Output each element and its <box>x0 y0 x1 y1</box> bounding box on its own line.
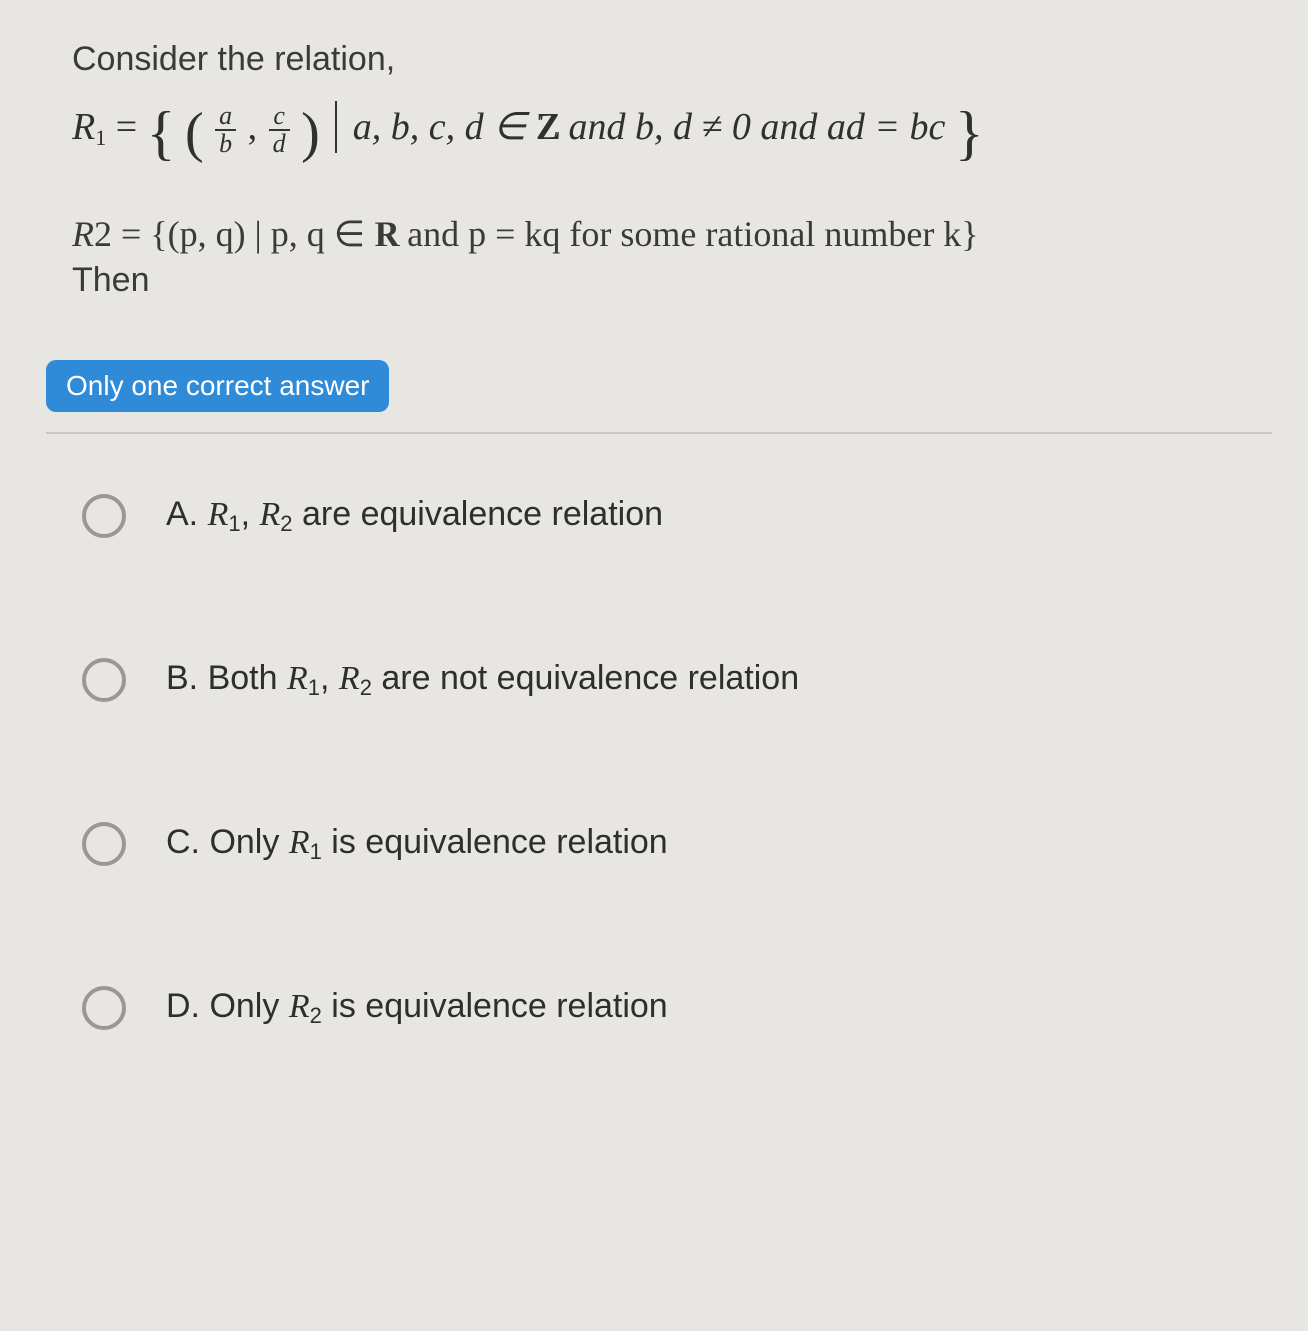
option-c[interactable]: C. Only R1 is equivalence relation <box>82 822 1252 866</box>
comma: , <box>248 106 258 148</box>
option-label: A. R1, R2 are equivalence relation <box>166 495 663 537</box>
equation-r2: R2 = {(p, q) | p, q ∈ R and p = kq for s… <box>72 213 1252 255</box>
r2-var: R <box>72 214 94 254</box>
radio-icon <box>82 986 126 1030</box>
equation-r1: R1 = { ( a b , c d ) a, b, c, d ∈ Z and … <box>72 101 1252 157</box>
answer-type-badge: Only one correct answer <box>46 360 389 412</box>
r2-text2: and p = kq for some rational number k} <box>398 214 978 254</box>
option-label: D. Only R2 is equivalence relation <box>166 987 668 1029</box>
r1-sub: 1 <box>95 125 106 150</box>
radio-icon <box>82 494 126 538</box>
options-list: A. R1, R2 are equivalence relation B. Bo… <box>72 494 1252 1030</box>
radio-icon <box>82 822 126 866</box>
r1-cond2: and b, d ≠ 0 and ad = bc <box>568 106 945 148</box>
option-b[interactable]: B. Both R1, R2 are not equivalence relat… <box>82 658 1252 702</box>
reals-symbol: R <box>374 213 398 255</box>
r1-cond1: a, b, c, d ∈ <box>353 106 536 148</box>
separator <box>46 432 1272 434</box>
option-label: B. Both R1, R2 are not equivalence relat… <box>166 659 799 701</box>
frac-a-b: a b <box>215 103 236 157</box>
r2-sub: 2 <box>94 214 112 254</box>
r1-var: R <box>72 106 95 148</box>
frac-c-d: c d <box>269 103 290 157</box>
r2-text1: = {(p, q) | p, q ∈ <box>112 214 374 254</box>
set-divider <box>335 101 337 153</box>
then-text: Then <box>72 261 1252 300</box>
option-d[interactable]: D. Only R2 is equivalence relation <box>82 986 1252 1030</box>
radio-icon <box>82 658 126 702</box>
integers-symbol: Z <box>536 104 559 152</box>
question-intro: Consider the relation, <box>72 40 1252 79</box>
eq-sign: = <box>116 106 147 148</box>
option-a[interactable]: A. R1, R2 are equivalence relation <box>82 494 1252 538</box>
option-label: C. Only R1 is equivalence relation <box>166 823 668 865</box>
